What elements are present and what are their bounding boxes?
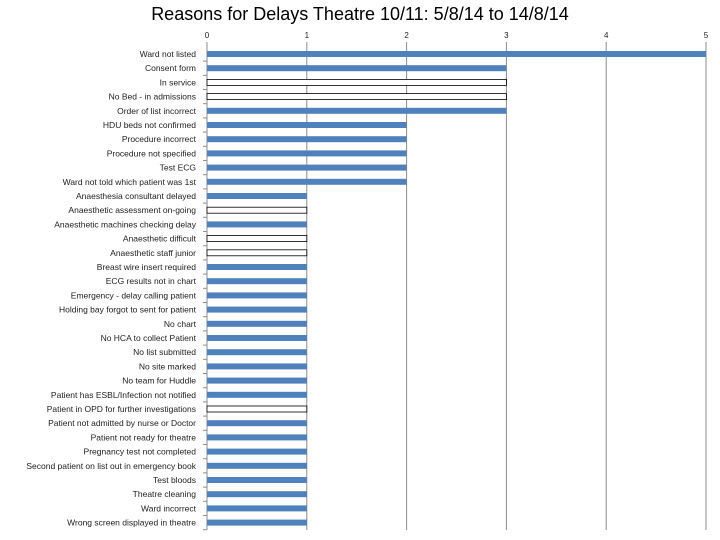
category-label: Patient not ready for theatre [91, 432, 197, 442]
category-label: Anaesthetic assessment on-going [68, 205, 196, 215]
category-label: Patient has ESBL/Infection not notified [51, 390, 196, 400]
bar [207, 221, 307, 228]
category-label: No Bed - in admissions [109, 92, 196, 102]
bar [207, 448, 307, 455]
category-label: No site marked [139, 361, 196, 371]
bar [207, 335, 307, 341]
category-label: Anaesthesia consultant delayed [76, 191, 196, 201]
category-label: No list submitted [133, 347, 196, 357]
bar [206, 93, 507, 100]
category-label: Ward incorrect [141, 503, 197, 513]
chart-title: Reasons for Delays Theatre 10/11: 5/8/14… [151, 4, 569, 24]
bar [207, 65, 507, 72]
bar [207, 278, 307, 285]
bar [207, 505, 307, 512]
y-axis [203, 46, 208, 531]
bar [206, 249, 308, 257]
gridlines [206, 42, 707, 530]
category-label: Procedure not specified [107, 148, 197, 158]
category-label: Anaesthetic machines checking delay [54, 219, 196, 229]
bar [207, 519, 307, 526]
category-label: No chart [164, 319, 197, 329]
x-tick-label: 4 [604, 31, 609, 40]
category-label: Anaesthetic difficult [123, 234, 197, 244]
category-label: ECG results not in chart [106, 276, 197, 286]
bar [207, 320, 307, 327]
bar [207, 363, 307, 370]
bar [207, 462, 307, 469]
category-label: Ward not listed [140, 49, 197, 59]
bar [207, 51, 706, 57]
category-label: Pregnancy test not completed [84, 447, 197, 457]
x-axis-ticks: 0 1 2 3 4 5 [205, 31, 709, 40]
bar [206, 206, 308, 214]
category-label: No HCA to collect Patient [101, 333, 197, 343]
bar [207, 391, 307, 398]
category-label: Emergency - delay calling patient [71, 290, 197, 300]
bar [207, 377, 307, 384]
bar [207, 292, 307, 299]
x-tick-label: 0 [205, 31, 210, 40]
category-label: Test bloods [153, 475, 196, 485]
bars [206, 51, 706, 526]
bar [206, 405, 308, 413]
x-tick-label: 2 [404, 31, 409, 40]
category-label: Breast wire insert required [97, 262, 196, 272]
bar [207, 164, 407, 171]
category-label: Wrong screen displayed in theatre [67, 518, 196, 528]
category-label: Order of list incorrect [117, 106, 197, 116]
category-label: HDU beds not confirmed [103, 120, 196, 130]
bar [207, 420, 307, 427]
bar [207, 477, 307, 483]
bar [207, 136, 407, 143]
category-label: Procedure incorrect [122, 134, 197, 144]
category-label: Ward not told which patient was 1st [63, 177, 197, 187]
category-labels: Ward not listed Consent form In service No … [26, 49, 196, 528]
category-label: Patient not admitted by nurse or Doctor [48, 418, 196, 428]
bar [207, 122, 407, 128]
bar [206, 235, 308, 243]
bar [207, 491, 307, 498]
category-label: In service [160, 77, 197, 87]
bar [206, 79, 507, 86]
bar [207, 306, 307, 313]
bar [207, 264, 307, 270]
bar [207, 434, 307, 441]
category-label: Anaesthetic staff junior [110, 248, 196, 258]
bar [207, 178, 407, 185]
x-tick-label: 5 [704, 31, 709, 40]
category-label: Consent form [145, 63, 196, 73]
category-label: Patient in OPD for further investigation… [47, 404, 196, 414]
category-label: No team for Huddle [122, 376, 196, 386]
bar [207, 150, 407, 157]
x-tick-label: 1 [305, 31, 310, 40]
x-tick-label: 3 [504, 31, 509, 40]
bar [207, 107, 507, 114]
category-label: Holding bay forgot to sent for patient [59, 305, 197, 315]
category-label: Test ECG [160, 163, 196, 173]
category-label: Second patient on list out in emergency … [26, 461, 196, 471]
bar [207, 193, 307, 199]
category-label: Theatre cleaning [133, 489, 197, 499]
bar [207, 349, 307, 356]
